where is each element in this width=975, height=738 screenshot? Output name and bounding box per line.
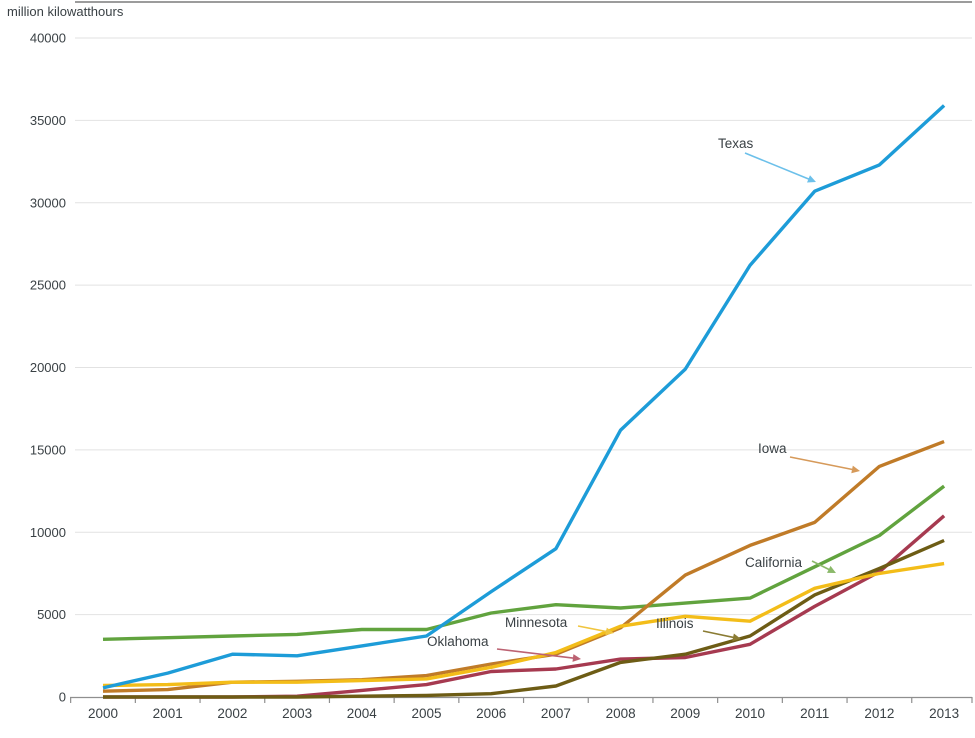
x-axis-tick-label: 2009 [670,706,700,721]
series-label-arrow-texas [744,152,810,181]
x-axis-tick-label: 2004 [347,706,378,721]
y-axis-tick-label: 0 [59,690,66,705]
series-label-arrowhead-oklahoma [572,654,581,662]
series-label-arrow-california [811,560,831,571]
series-label-oklahoma: Oklahoma [427,634,489,649]
series-label-texas: Texas [718,136,754,151]
series-line-texas [102,104,946,690]
series-label-arrowhead-texas [807,175,816,183]
series-label-arrowhead-iowa [851,465,860,474]
series-line-illinois [103,538,945,699]
series-label-arrow-illinois [702,630,735,639]
series-label-arrowhead-california [827,565,836,573]
y-axis-tick-label: 30000 [30,195,66,210]
x-axis-tick-label: 2002 [217,706,247,721]
x-axis-tick-label: 2007 [541,706,571,721]
series-label-arrow-minnesota [577,625,608,633]
series-label-minnesota: Minnesota [505,615,568,630]
y-axis-tick-label: 40000 [30,31,66,46]
x-axis-tick-label: 2011 [800,706,829,721]
series-line-california [102,484,946,641]
series-line-minnesota [102,561,945,688]
x-axis-tick-label: 2006 [476,706,506,721]
y-axis-unit-label: million kilowatthours [7,4,124,19]
series-label-arrowhead-minnesota [605,627,614,636]
series-label-arrow-iowa [789,456,854,471]
series-label-iowa: Iowa [758,441,787,456]
series-label-california: California [745,555,803,570]
y-axis-tick-label: 35000 [30,113,66,128]
series-label-illinois: Illinois [656,616,694,631]
x-axis-tick-label: 2012 [864,706,894,721]
series-line-oklahoma [103,514,946,699]
series-label-arrowhead-illinois [732,633,741,642]
y-axis-tick-label: 10000 [30,525,66,540]
x-axis-tick-label: 2000 [88,706,118,721]
x-axis-tick-label: 2010 [735,706,765,721]
y-axis-tick-label: 20000 [30,360,66,375]
series-label-arrow-oklahoma [496,648,575,659]
x-axis-tick-label: 2003 [282,706,312,721]
x-axis-tick-label: 2013 [929,706,959,721]
y-axis-tick-label: 15000 [30,442,66,457]
x-axis-tick-label: 2005 [411,706,441,721]
y-axis-tick-label: 5000 [37,607,66,622]
x-axis-tick-label: 2001 [153,706,183,721]
y-axis-tick-label: 25000 [30,278,66,293]
x-axis-tick-label: 2008 [606,706,636,721]
